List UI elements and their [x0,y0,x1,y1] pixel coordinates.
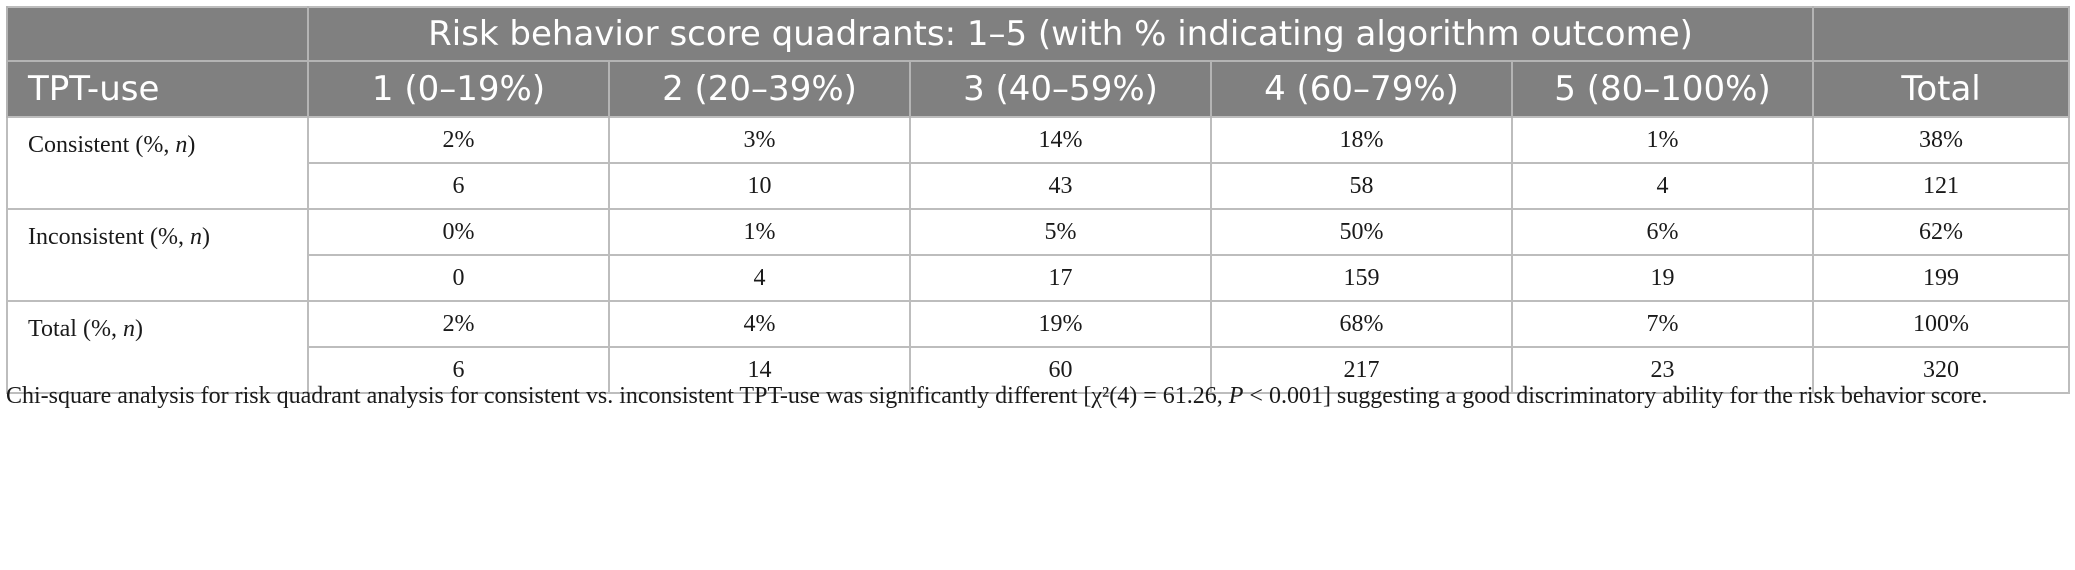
table-cell: 2% [307,116,610,164]
table-cell: 18% [1210,116,1513,164]
table-cell: 0% [307,208,610,256]
table-cell: 199 [1812,254,2071,302]
table-cell: 6 [307,346,610,394]
table-cell: 5% [909,208,1212,256]
table-row: 0 4 17 159 19 199 [7,254,2071,302]
risk-quadrant-table: Risk behavior score quadrants: 1–5 (with… [6,6,2071,394]
table-cell: 62% [1812,208,2071,256]
table-cell: 217 [1210,346,1513,394]
table-cell: 19% [909,300,1212,348]
table-cell: 14% [909,116,1212,164]
table-cell: 320 [1812,346,2071,394]
column-header-q2: 2 (20–39%) [608,61,911,117]
column-header-q3: 3 (40–59%) [909,61,1212,117]
column-header-q4: 4 (60–79%) [1210,61,1513,117]
header-empty-cell [1812,7,2071,62]
table-cell: 4% [608,300,911,348]
group-header: Risk behavior score quadrants: 1–5 (with… [306,7,1815,62]
header-empty-cell [6,7,309,62]
table-cell: 159 [1210,254,1513,302]
table-cell: 19 [1510,254,1815,302]
table-header: Risk behavior score quadrants: 1–5 (with… [6,7,2071,117]
table-cell: 43 [909,162,1212,210]
table-cell: 60 [909,346,1212,394]
row-label-total: Total (%, n) [6,300,309,394]
table-cell: 58 [1210,162,1513,210]
table-cell: 7% [1510,300,1815,348]
row-label-inconsistent: Inconsistent (%, n) [6,208,309,302]
table-cell: 100% [1812,300,2071,348]
table-cell: 4 [608,254,911,302]
table-row: Inconsistent (%, n) 0% 1% 5% 50% 6% 62% [6,208,2071,302]
table-cell: 3% [608,116,911,164]
table-row: Total (%, n) 2% 4% 19% 68% 7% 100% [6,300,2071,394]
table-cell: 1% [1510,116,1815,164]
column-header-tpt-use: TPT-use [6,61,309,117]
table-cell: 38% [1812,116,2071,164]
table-cell: 17 [909,254,1212,302]
column-header-q5: 5 (80–100%) [1510,61,1815,117]
table-cell: 14 [608,346,911,394]
table-cell: 68% [1210,300,1513,348]
table-cell: 6% [1510,208,1815,256]
table-row: Consistent (%, n) 2% 3% 14% 18% 1% 38% [6,116,2071,210]
table-body: Consistent (%, n) 2% 3% 14% 18% 1% 38% 6… [6,116,2071,394]
table-footnote: Chi-square analysis for risk quadrant an… [6,383,1988,409]
data-table-container: Risk behavior score quadrants: 1–5 (with… [6,6,2071,394]
table-cell: 10 [608,162,911,210]
table-cell: 0 [307,254,610,302]
table-cell: 1% [608,208,911,256]
table-row: 6 10 43 58 4 121 [7,162,2071,210]
row-label-consistent: Consistent (%, n) [6,116,309,210]
column-header-q1: 1 (0–19%) [307,61,610,117]
table-cell: 4 [1510,162,1815,210]
table-cell: 2% [307,300,610,348]
table-cell: 50% [1210,208,1513,256]
table-row: 6 14 60 217 23 320 [7,346,2071,394]
column-header-total: Total [1812,61,2071,117]
table-cell: 121 [1812,162,2071,210]
table-cell: 6 [307,162,610,210]
table-cell: 23 [1510,346,1815,394]
